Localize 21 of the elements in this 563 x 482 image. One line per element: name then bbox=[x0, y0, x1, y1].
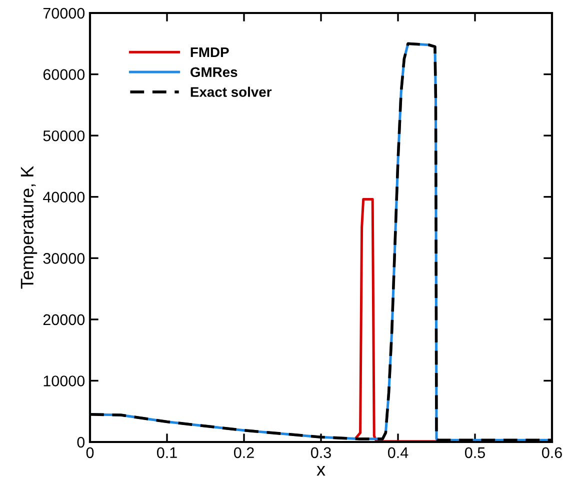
y-tick-label: 70000 bbox=[43, 8, 85, 19]
line-series bbox=[354, 198, 437, 442]
y-tick-label: 60000 bbox=[43, 69, 85, 80]
x-axis-title: x bbox=[316, 466, 326, 476]
x-tick-label: 0.3 bbox=[310, 447, 331, 458]
x-tick-label: 0 bbox=[86, 447, 94, 458]
x-tick-label: 0.4 bbox=[388, 447, 408, 458]
x-tick-label: 0.1 bbox=[156, 447, 177, 458]
x-tick-label: 0.6 bbox=[542, 447, 562, 458]
y-tick-label: 0 bbox=[77, 436, 85, 448]
y-tick-label: 40000 bbox=[43, 192, 85, 203]
x-tick-label: 0.5 bbox=[464, 447, 485, 458]
y-axis-title: Temperature, K bbox=[20, 166, 38, 289]
y-tick-label: 20000 bbox=[43, 314, 85, 326]
y-tick-label: 50000 bbox=[43, 130, 85, 142]
x-tick-label: 0.2 bbox=[234, 447, 254, 458]
legend-label: FMDP bbox=[190, 47, 229, 58]
legend-label: Exact solver bbox=[190, 86, 272, 97]
y-tick-label: 30000 bbox=[43, 253, 85, 264]
legend-label: GMRes bbox=[190, 67, 238, 78]
y-tick-label: 10000 bbox=[44, 376, 85, 386]
